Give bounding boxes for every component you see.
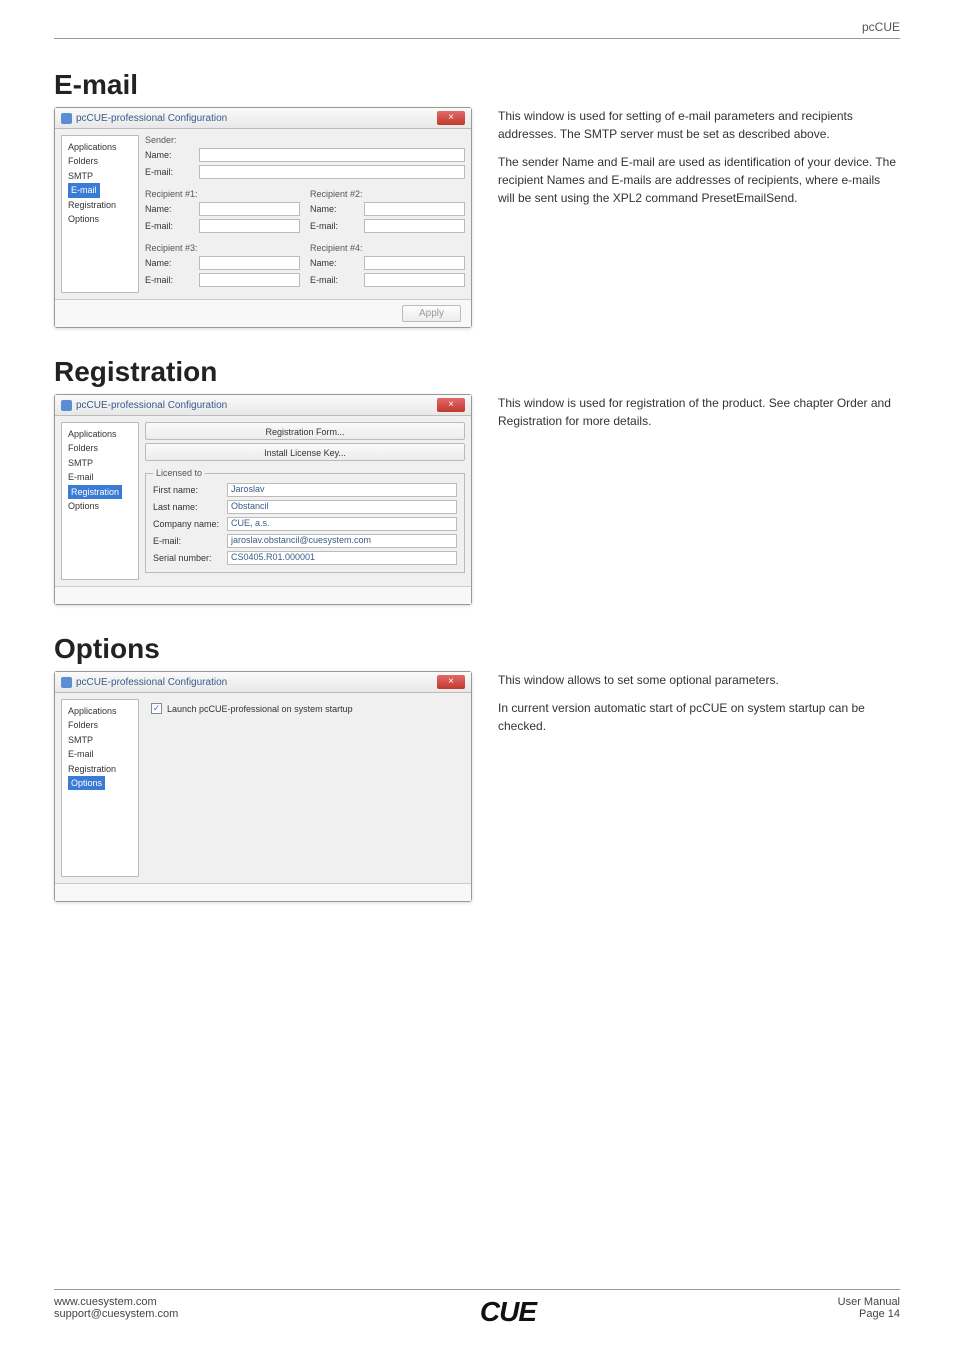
email-desc-2: The sender Name and E-mail are used as i… [498,153,900,207]
app-icon [61,677,72,688]
recipient1-label: Recipient #1: [145,189,300,199]
options-desc-1: This window allows to set some optional … [498,671,900,689]
email-tree: Applications Folders SMTP E-mail Registr… [61,135,139,293]
footer-site: www.cuesystem.com [54,1296,178,1308]
close-icon[interactable]: × [437,675,465,689]
email-window-title: pcCUE-professional Configuration [76,113,227,124]
footer-email: support@cuesystem.com [54,1308,178,1320]
tree-node[interactable]: Folders [68,718,132,732]
footer-page: Page 14 [838,1308,900,1320]
last-name-input[interactable]: Obstancil [227,500,457,514]
reg-tree: Applications Folders SMTP E-mail Registr… [61,422,139,580]
email-label: E-mail: [145,167,195,177]
tree-node[interactable]: Options [68,212,132,226]
tree-node[interactable]: SMTP [68,733,132,747]
registration-form-button[interactable]: Registration Form... [145,422,465,440]
page-footer: www.cuesystem.com support@cuesystem.com … [54,1289,900,1328]
r2-email-input[interactable] [364,219,465,233]
opt-window-title: pcCUE-professional Configuration [76,677,227,688]
first-name-input[interactable]: Jaroslav [227,483,457,497]
tree-node[interactable]: Registration [68,762,132,776]
sender-label: Sender: [145,135,465,145]
reg-window-title: pcCUE-professional Configuration [76,400,227,411]
app-icon [61,400,72,411]
close-icon[interactable]: × [437,111,465,125]
email-desc-1: This window is used for setting of e-mai… [498,107,900,143]
startup-checkbox-label: Launch pcCUE-professional on system star… [167,704,353,714]
registration-heading: Registration [54,356,900,388]
apply-button[interactable]: Apply [402,305,461,322]
tree-node[interactable]: E-mail [68,470,132,484]
header-product: pcCUE [862,20,900,34]
registration-desc: This window is used for registration of … [498,394,900,430]
registration-config-window: pcCUE-professional Configuration × Appli… [54,394,472,605]
tree-node[interactable]: E-mail [68,747,132,761]
startup-checkbox[interactable]: ✓ [151,703,162,714]
footer-manual: User Manual [838,1296,900,1308]
tree-node[interactable]: SMTP [68,456,132,470]
tree-node[interactable]: Applications [68,140,132,154]
tree-node[interactable]: Folders [68,154,132,168]
close-icon[interactable]: × [437,398,465,412]
tree-node[interactable]: Folders [68,441,132,455]
tree-node-selected[interactable]: Registration [68,485,122,499]
serial-input[interactable]: CS0405.R01.000001 [227,551,457,565]
recipient2-label: Recipient #2: [310,189,465,199]
options-desc-2: In current version automatic start of pc… [498,699,900,735]
r4-name-input[interactable] [364,256,465,270]
sender-email-input[interactable] [199,165,465,179]
email-heading: E-mail [54,69,900,101]
tree-node[interactable]: Applications [68,427,132,441]
opt-tree: Applications Folders SMTP E-mail Registr… [61,699,139,877]
email-config-window: pcCUE-professional Configuration × Appli… [54,107,472,328]
r1-email-input[interactable] [199,219,300,233]
sender-name-input[interactable] [199,148,465,162]
app-icon [61,113,72,124]
options-heading: Options [54,633,900,665]
tree-node[interactable]: SMTP [68,169,132,183]
r2-name-input[interactable] [364,202,465,216]
licensed-legend: Licensed to [153,468,205,478]
r1-name-input[interactable] [199,202,300,216]
options-config-window: pcCUE-professional Configuration × Appli… [54,671,472,902]
r4-email-input[interactable] [364,273,465,287]
footer-brand: CUE [480,1296,536,1328]
tree-node-selected[interactable]: E-mail [68,183,100,197]
tree-node-selected[interactable]: Options [68,776,105,790]
r3-name-input[interactable] [199,256,300,270]
r3-email-input[interactable] [199,273,300,287]
tree-node[interactable]: Registration [68,198,132,212]
tree-node[interactable]: Applications [68,704,132,718]
recipient4-label: Recipient #4: [310,243,465,253]
name-label: Name: [145,150,195,160]
tree-node[interactable]: Options [68,499,132,513]
install-license-button[interactable]: Install License Key... [145,443,465,461]
recipient3-label: Recipient #3: [145,243,300,253]
reg-email-input[interactable]: jaroslav.obstancil@cuesystem.com [227,534,457,548]
company-input[interactable]: CUE, a.s. [227,517,457,531]
